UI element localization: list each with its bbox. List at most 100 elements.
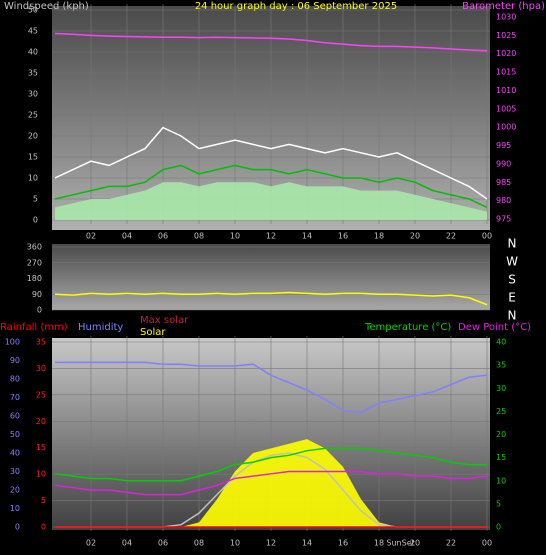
y3-tick-label: 20 bbox=[10, 486, 20, 495]
x-tick-label: 16 bbox=[338, 539, 348, 548]
compass-label: N bbox=[508, 237, 517, 251]
y2-tick-label: 1020 bbox=[496, 49, 516, 58]
x-tick-label: 16 bbox=[338, 232, 348, 241]
x-tick-label: 06 bbox=[158, 539, 168, 548]
y2-tick-label: 975 bbox=[496, 215, 511, 224]
y3-tick-label: 10 bbox=[10, 504, 20, 513]
legend-entry: Temperature (°C) bbox=[364, 322, 451, 333]
y2-tick-label: 0 bbox=[496, 523, 501, 532]
y-tick-label: 45 bbox=[28, 27, 38, 36]
y2-tick-label: 25 bbox=[496, 407, 506, 416]
y2-tick-label: 1000 bbox=[496, 123, 516, 132]
x-tick-label: 02 bbox=[86, 539, 96, 548]
y3-tick-label: 30 bbox=[10, 467, 20, 476]
y2-tick-label: 10 bbox=[496, 476, 506, 485]
line bbox=[54, 470, 488, 496]
y-tick-label: 5 bbox=[33, 195, 38, 204]
y-axis-title: Windspeed (kph) bbox=[4, 1, 89, 12]
x-tick-label: 14 bbox=[302, 232, 312, 241]
y2-tick-label: 20 bbox=[496, 430, 506, 439]
x-tick-label: 14 bbox=[302, 539, 312, 548]
y-tick-label: 25 bbox=[28, 111, 38, 120]
y2-tick-label: 1030 bbox=[496, 13, 516, 22]
x-tick-label: 06 bbox=[158, 232, 168, 241]
line bbox=[54, 291, 488, 306]
y3-tick-label: 100 bbox=[5, 338, 20, 347]
y2-tick-label: 985 bbox=[496, 178, 511, 187]
y2-tick-label: 1015 bbox=[496, 68, 516, 77]
y3-tick-label: 90 bbox=[10, 356, 20, 365]
y3-tick-label: 70 bbox=[10, 393, 20, 402]
x-tick-label: 10 bbox=[230, 539, 240, 548]
y-tick-label: 25 bbox=[36, 390, 46, 399]
line bbox=[54, 447, 487, 482]
y-tick-label: 10 bbox=[28, 174, 38, 183]
x-tick-label: 08 bbox=[194, 232, 204, 241]
x-tick-label: 00 bbox=[482, 232, 492, 241]
line bbox=[54, 164, 488, 209]
x-tick-label: 12 bbox=[266, 539, 276, 548]
annotation: SunSet bbox=[386, 539, 414, 548]
x-tick-label: 12 bbox=[266, 232, 276, 241]
y-tick-label: 270 bbox=[27, 258, 42, 267]
x-tick-label: 00 bbox=[482, 539, 492, 548]
chart-title: 24 hour graph day : 06 September 2025 bbox=[195, 1, 397, 12]
y3-tick-label: 60 bbox=[10, 412, 20, 421]
y-tick-label: 0 bbox=[33, 216, 38, 225]
y2-tick-label: 5 bbox=[496, 499, 501, 508]
y2-tick-label: 40 bbox=[496, 338, 506, 347]
line bbox=[54, 32, 488, 52]
y2-tick-label: 980 bbox=[496, 196, 511, 205]
compass-label: E bbox=[508, 291, 516, 305]
legend-entry: Max solar bbox=[140, 315, 189, 326]
y-tick-label: 15 bbox=[36, 443, 46, 452]
y-tick-label: 180 bbox=[27, 274, 42, 283]
legend-entry: Humidity bbox=[78, 322, 123, 333]
x-tick-label: 04 bbox=[122, 539, 132, 548]
y-tick-label: 30 bbox=[36, 364, 46, 373]
y3-tick-label: 40 bbox=[10, 449, 20, 458]
plot-area bbox=[52, 244, 490, 310]
x-tick-label: 10 bbox=[230, 232, 240, 241]
y-tick-label: 30 bbox=[28, 90, 38, 99]
legend-entry: Rainfall (mm) bbox=[0, 322, 68, 333]
y-tick-label: 35 bbox=[36, 338, 46, 347]
area bbox=[55, 182, 487, 220]
y2-tick-label: 35 bbox=[496, 361, 506, 370]
compass-label: W bbox=[506, 255, 518, 269]
y2-tick-label: 30 bbox=[496, 384, 506, 393]
legend-entry: Dew Point (°C) bbox=[458, 322, 531, 333]
y2-axis-title: Barometer (hpa) bbox=[462, 1, 545, 12]
line bbox=[54, 126, 488, 200]
y-tick-label: 20 bbox=[36, 417, 46, 426]
y2-tick-label: 15 bbox=[496, 453, 506, 462]
y2-tick-label: 1025 bbox=[496, 31, 516, 40]
y-tick-label: 0 bbox=[41, 523, 46, 532]
x-tick-label: 22 bbox=[446, 232, 456, 241]
y-tick-label: 10 bbox=[36, 470, 46, 479]
x-tick-label: 02 bbox=[86, 232, 96, 241]
y-tick-label: 15 bbox=[28, 153, 38, 162]
y-tick-label: 35 bbox=[28, 69, 38, 78]
legend-entry: Solar bbox=[140, 327, 166, 338]
y2-tick-label: 1010 bbox=[496, 86, 516, 95]
y-tick-label: 20 bbox=[28, 132, 38, 141]
y-tick-label: 40 bbox=[28, 48, 38, 57]
x-tick-label: 20 bbox=[410, 232, 420, 241]
y2-tick-label: 995 bbox=[496, 141, 511, 150]
y-tick-label: 50 bbox=[28, 6, 38, 15]
x-tick-label: 18 bbox=[374, 539, 384, 548]
line bbox=[55, 361, 488, 414]
y3-tick-label: 0 bbox=[15, 523, 20, 532]
x-tick-label: 04 bbox=[122, 232, 132, 241]
y3-tick-label: 80 bbox=[10, 375, 20, 384]
x-tick-label: 22 bbox=[446, 539, 456, 548]
y-tick-label: 360 bbox=[27, 243, 42, 252]
y2-tick-label: 1005 bbox=[496, 104, 516, 113]
y3-tick-label: 50 bbox=[10, 430, 20, 439]
compass-label: N bbox=[508, 309, 517, 323]
y-tick-label: 90 bbox=[32, 290, 42, 299]
compass-label: S bbox=[508, 273, 516, 287]
area bbox=[55, 439, 487, 527]
